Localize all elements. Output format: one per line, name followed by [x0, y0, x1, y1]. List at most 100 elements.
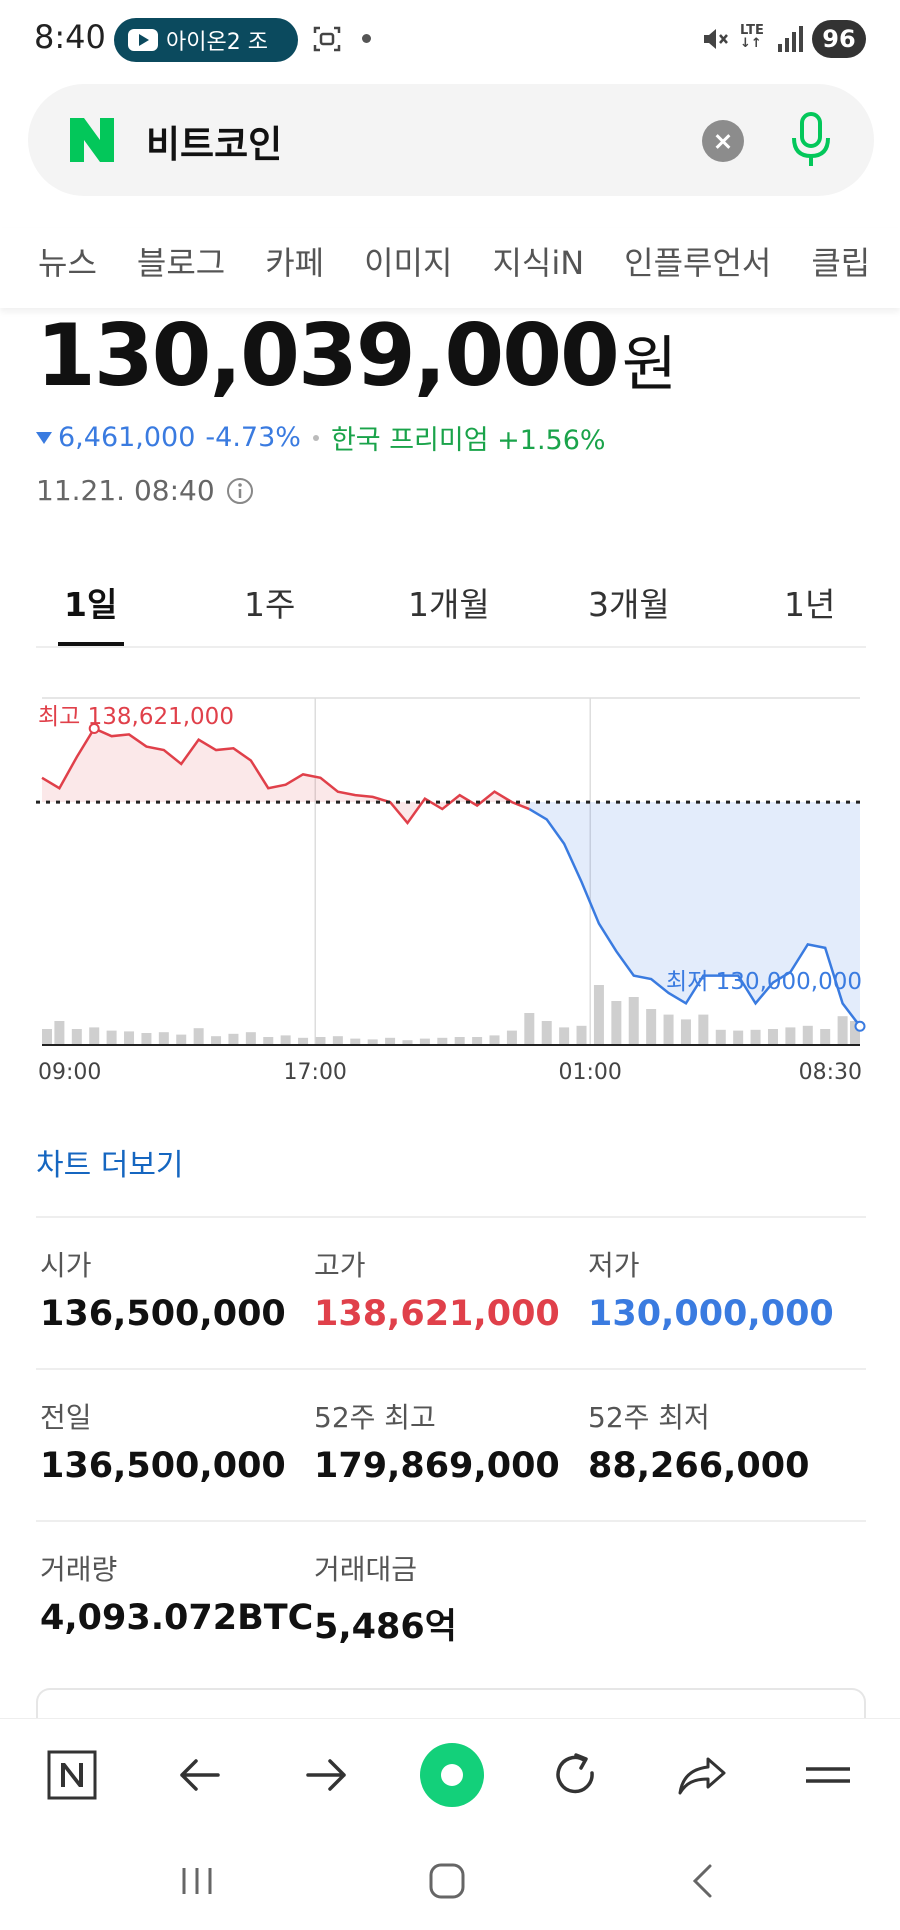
- search-input[interactable]: 비트코인: [146, 123, 283, 166]
- volume-bar: [663, 1014, 674, 1045]
- price-line-down: [528, 807, 861, 1028]
- low-label: 최저 130,000,000: [666, 969, 862, 995]
- price-value: 130,039,000: [36, 306, 620, 406]
- volume-bar: [837, 1016, 848, 1045]
- volume-bar: [176, 1034, 187, 1045]
- volume-bar: [402, 1040, 413, 1045]
- korea-premium: 한국 프리미엄 +1.56%: [330, 425, 606, 456]
- volume-bar: [680, 1019, 691, 1045]
- volume-bar: [367, 1039, 378, 1045]
- back-icon[interactable]: [170, 1745, 230, 1805]
- volume-bar: [715, 1029, 726, 1045]
- stat-low: 저가 130,000,000: [588, 1244, 834, 1334]
- forward-icon[interactable]: [296, 1745, 356, 1805]
- volume-bar: [750, 1029, 761, 1045]
- volume-bar: [315, 1037, 326, 1045]
- stat-label: 52주 최저: [588, 1401, 710, 1434]
- period-tab-1m[interactable]: 1개월: [408, 585, 490, 624]
- stat-label: 거래대금: [314, 1553, 418, 1586]
- volume-bar: [733, 1030, 744, 1045]
- stat-label: 고가: [314, 1249, 366, 1282]
- period-tab-1y[interactable]: 1년: [784, 585, 836, 624]
- stat-value: 138,621,000: [314, 1294, 560, 1334]
- stat-label: 거래량: [40, 1553, 118, 1586]
- menu-icon[interactable]: [798, 1745, 858, 1805]
- volume-bar: [698, 1014, 709, 1045]
- period-tab-1d[interactable]: 1일: [64, 585, 118, 624]
- datetime-text: 11.21. 08:40: [36, 474, 215, 507]
- tab-cafe[interactable]: 카페: [265, 244, 325, 282]
- down-triangle-icon: [36, 431, 52, 444]
- refresh-icon[interactable]: [546, 1745, 606, 1805]
- notification-dot: [362, 34, 371, 43]
- info-icon[interactable]: [225, 476, 255, 506]
- youtube-icon: [128, 29, 158, 51]
- volume-bar: [437, 1037, 448, 1045]
- volume-bar: [263, 1037, 274, 1045]
- volume-bar: [193, 1028, 204, 1045]
- volume-bar: [298, 1037, 309, 1045]
- tab-influencer[interactable]: 인플루언서: [624, 244, 772, 282]
- tab-clip[interactable]: 클립: [811, 244, 871, 282]
- period-tabs: 1일 1주 1개월 3개월 1년: [36, 568, 866, 648]
- volume-bar: [89, 1027, 100, 1045]
- media-pill[interactable]: 아이온2 조: [114, 18, 298, 62]
- stat-label: 52주 최고: [314, 1401, 436, 1434]
- period-tab-1w[interactable]: 1주: [244, 585, 296, 624]
- volume-bar: [559, 1027, 570, 1045]
- green-dot-icon[interactable]: [420, 1743, 484, 1807]
- stat-52w-high: 52주 최고 179,869,000: [314, 1396, 560, 1486]
- x-tick-label: 09:00: [38, 1060, 101, 1085]
- price-datetime: 11.21. 08:40: [36, 474, 255, 507]
- stats-table: 시가 136,500,000 고가 138,621,000 저가 130,000…: [36, 1216, 866, 1672]
- signal-icon: [778, 26, 803, 52]
- stats-row: 시가 136,500,000 고가 138,621,000 저가 130,000…: [36, 1216, 866, 1368]
- stat-value: 136,500,000: [40, 1446, 286, 1486]
- stat-label: 저가: [588, 1249, 640, 1282]
- back-nav-icon[interactable]: [680, 1858, 726, 1904]
- stat-label: 전일: [40, 1401, 92, 1434]
- high-marker: [88, 723, 100, 735]
- volume-bar: [350, 1038, 361, 1045]
- volume-bar: [245, 1032, 256, 1045]
- x-tick-label: 01:00: [559, 1060, 622, 1085]
- price-change-row: 6,461,000 -4.73% 한국 프리미엄 +1.56%: [36, 418, 606, 457]
- low-marker: [854, 1020, 866, 1032]
- volume-bar: [802, 1025, 813, 1045]
- search-box[interactable]: 비트코인: [28, 84, 874, 196]
- stat-value: 179,869,000: [314, 1446, 560, 1486]
- period-tab-3m[interactable]: 3개월: [588, 585, 670, 624]
- volume-bar: [524, 1013, 535, 1045]
- share-icon[interactable]: [672, 1745, 732, 1805]
- tab-images[interactable]: 이미지: [364, 244, 453, 282]
- stat-value: 130,000,000: [588, 1294, 834, 1334]
- volume-bar: [54, 1021, 65, 1045]
- price-line-up: [41, 726, 530, 825]
- volume-bar: [593, 985, 604, 1045]
- volume-bar: [106, 1030, 117, 1045]
- naver-logo-icon[interactable]: [68, 116, 116, 164]
- more-chart-link[interactable]: 차트 더보기: [36, 1148, 184, 1183]
- stat-open: 시가 136,500,000: [40, 1244, 286, 1334]
- stats-row: 거래량 4,093.072BTC 거래대금 5,486억: [36, 1520, 866, 1672]
- battery-badge: 96: [812, 20, 866, 58]
- recent-apps-icon[interactable]: [174, 1858, 220, 1904]
- stat-value: 88,266,000: [588, 1446, 810, 1486]
- tab-news[interactable]: 뉴스: [38, 244, 97, 282]
- volume-bar: [576, 1025, 587, 1045]
- volume-bar: [611, 1001, 622, 1045]
- volume-bar: [820, 1029, 831, 1045]
- volume-bar: [767, 1029, 778, 1045]
- microphone-icon[interactable]: [786, 110, 836, 170]
- price-chart[interactable]: 최고 138,621,000 최저 130,000,000 09:00 17:00 01…: [36, 690, 866, 1090]
- clear-search-button[interactable]: [702, 120, 744, 162]
- browser-toolbar: [0, 1718, 900, 1830]
- home-icon[interactable]: [424, 1858, 470, 1904]
- tab-blog[interactable]: 블로그: [136, 244, 226, 282]
- naver-home-icon[interactable]: [42, 1745, 102, 1805]
- tab-kin[interactable]: 지식iN: [492, 244, 585, 282]
- volume-bar: [541, 1021, 552, 1045]
- current-price: 130,039,000원: [36, 306, 677, 406]
- volume-bar: [71, 1029, 82, 1045]
- x-tick-label: 17:00: [284, 1060, 347, 1085]
